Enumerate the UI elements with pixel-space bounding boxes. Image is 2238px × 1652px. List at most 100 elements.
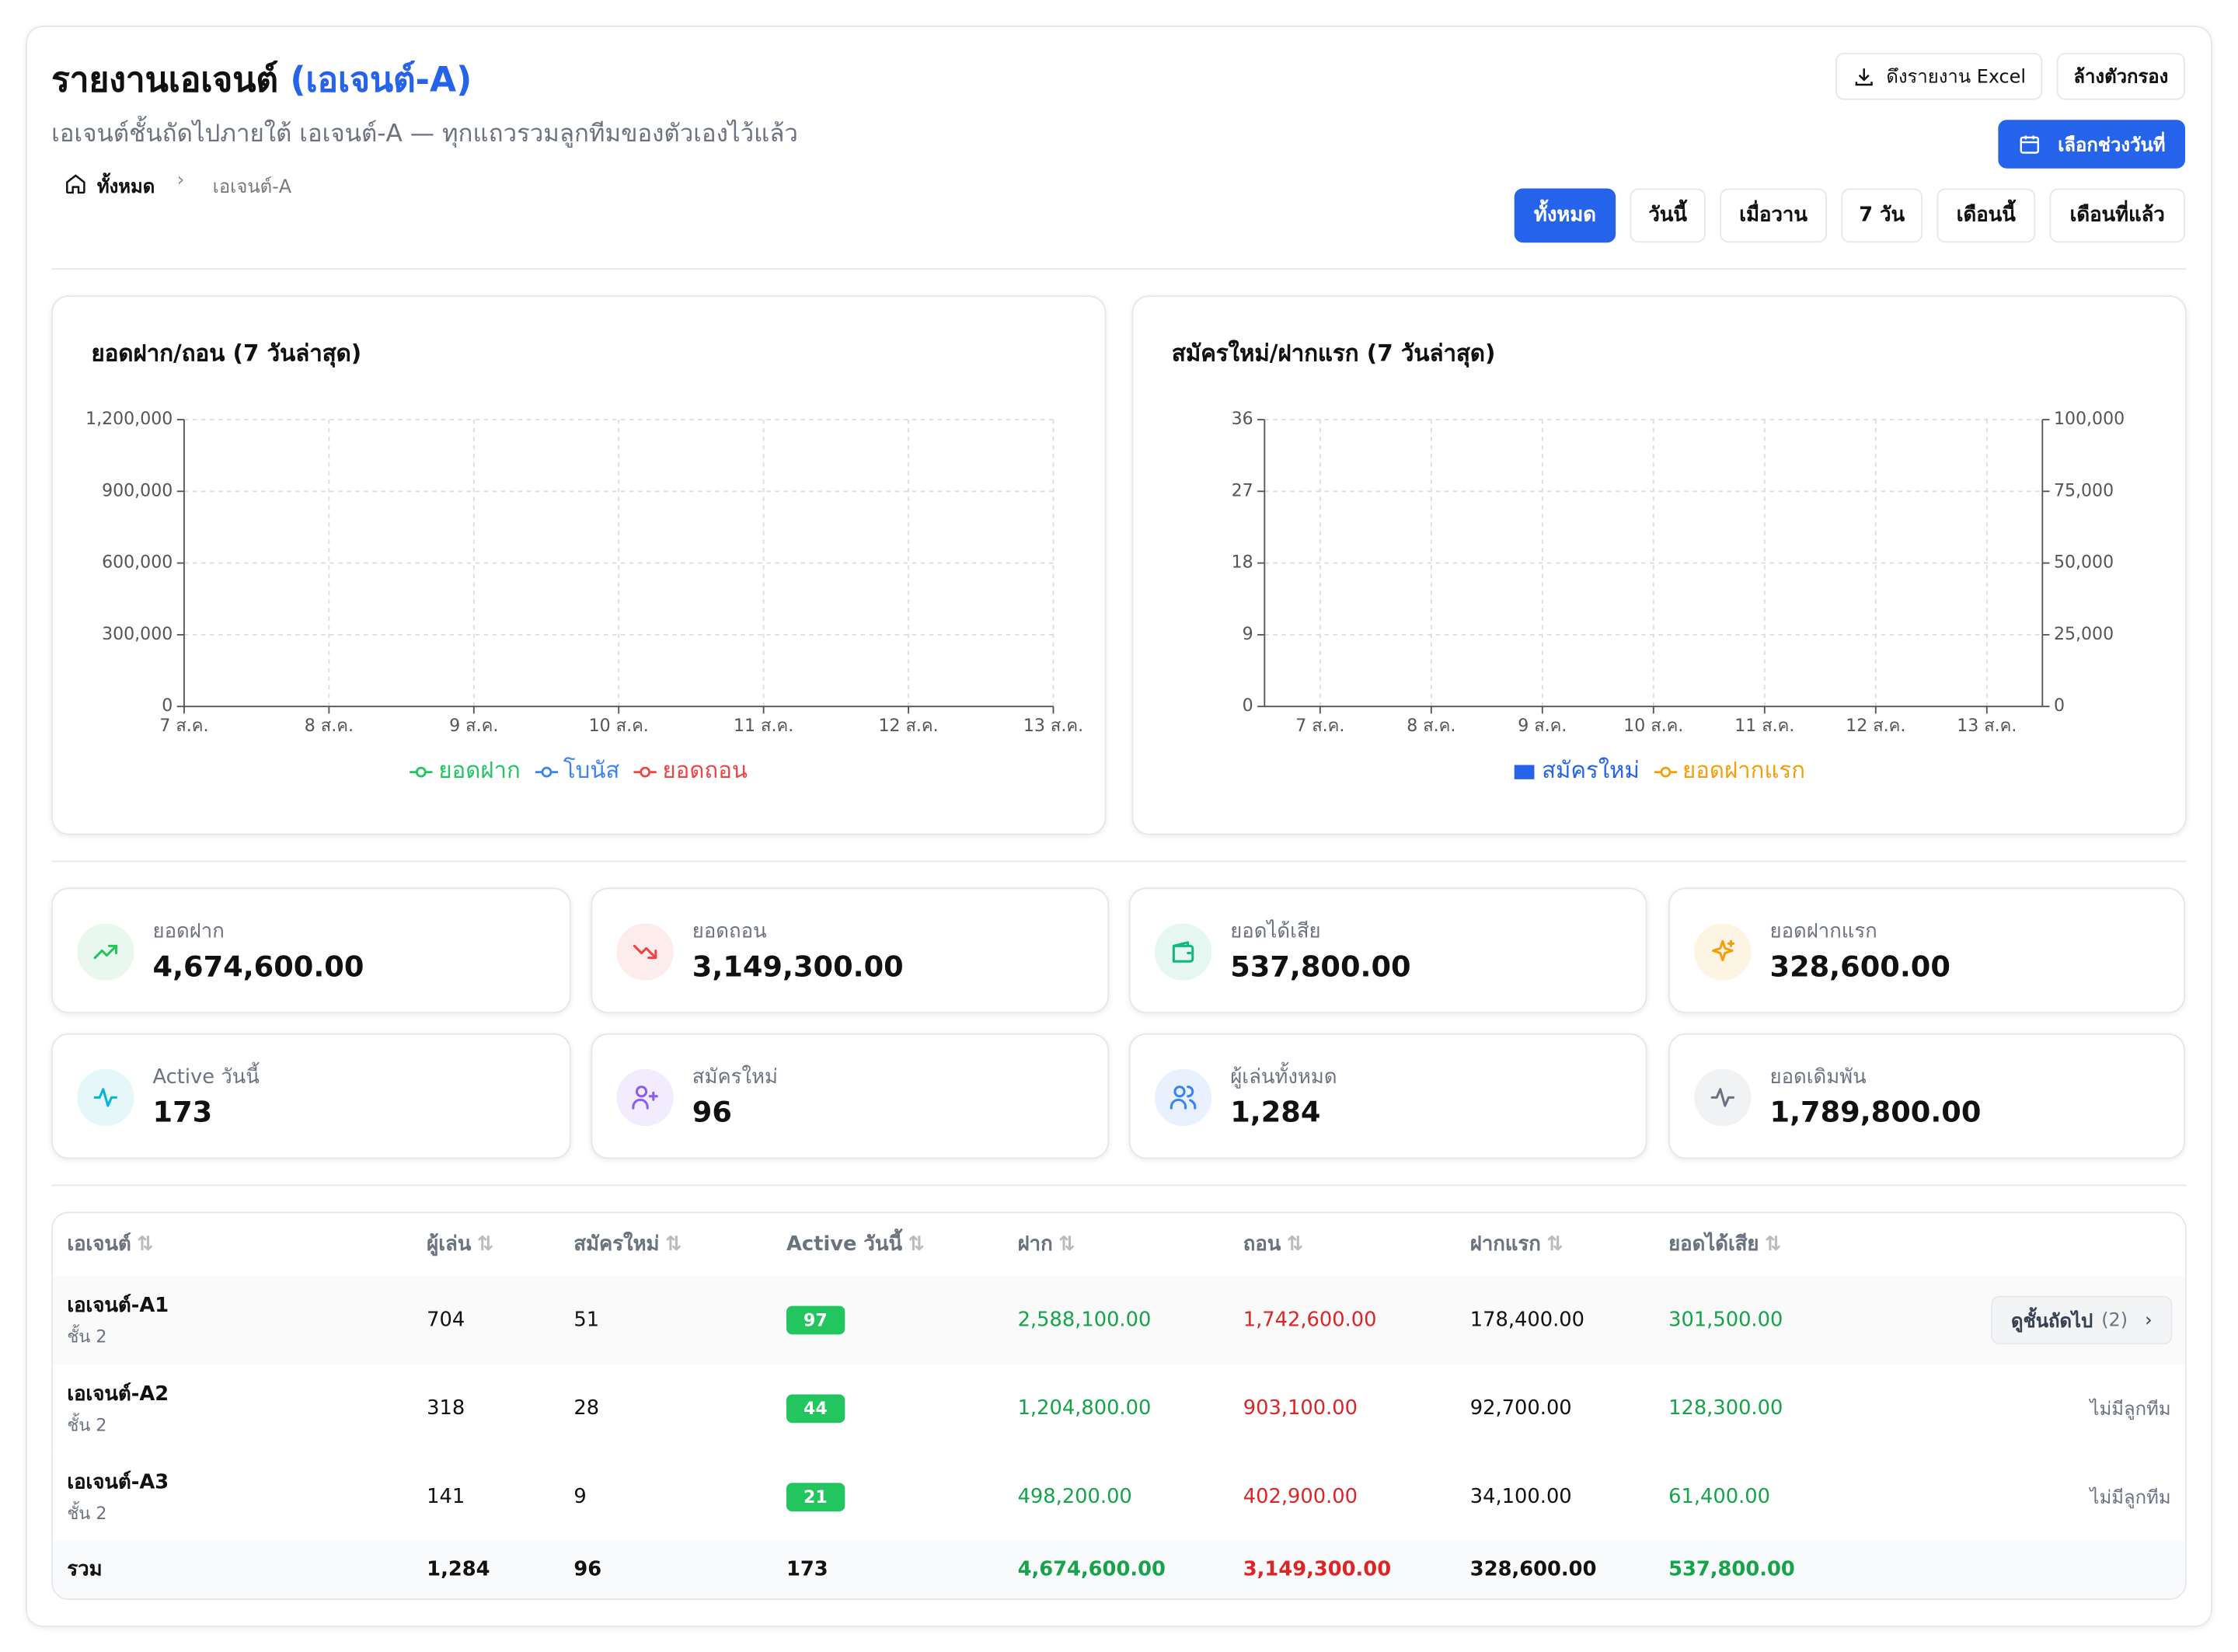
stat-value: 96 (692, 1094, 732, 1129)
column-header[interactable]: Active วันนี้ ⇅ (786, 1229, 925, 1260)
stat-card: ยอดฝาก 4,674,600.00 (51, 887, 571, 1014)
subtitle: เอเจนต์ชั้นถัดไปภายใต้ เอเจนต์-A — ทุกแถ… (51, 120, 798, 149)
stat-card: Active วันนี้ 173 (51, 1033, 571, 1159)
y-tick-label: 36 (1232, 410, 1253, 429)
filter-button[interactable]: เมื่อวาน (1720, 188, 1827, 243)
stat-card: ผู้เล่นทั้งหมด 1,284 (1128, 1033, 1647, 1159)
total-cell: 96 (573, 1558, 602, 1582)
cell: 178,400.00 (1469, 1309, 1585, 1332)
icon-bg (1154, 1068, 1212, 1127)
cell: 34,100.00 (1469, 1486, 1572, 1509)
cell: 92,700.00 (1469, 1397, 1572, 1420)
cell: 704 (427, 1309, 465, 1332)
stat-value: 1,284 (1230, 1094, 1321, 1129)
legend-label: สมัครใหม่ (1542, 756, 1640, 784)
chart-card: ยอดฝาก/ถอน (7 วันล่าสุด) 0 300,000 600,000 9… (51, 295, 1107, 835)
legend-marker (633, 765, 657, 777)
divider (51, 1184, 2187, 1187)
cell: 51 (573, 1309, 600, 1332)
icon-glyph (93, 1088, 118, 1107)
total-cell: 1,284 (427, 1558, 490, 1582)
icon-glyph (1712, 939, 1735, 962)
column-label: ถอน (1243, 1232, 1281, 1256)
column-label: ผู้เล่น (427, 1232, 472, 1256)
filter-button[interactable]: 7 วัน (1841, 188, 1923, 243)
column-label: ฝากแรก (1469, 1232, 1541, 1256)
legend-item: สมัครใหม่ (1513, 754, 1640, 789)
stat-label: ยอดเดิมพัน (1769, 1066, 1867, 1089)
table-row (52, 1452, 2185, 1543)
stat-label: ยอดได้เสีย (1230, 920, 1321, 944)
drilldown-label: ดูชั้นถัดไป (2010, 1311, 2093, 1333)
clear-button[interactable]: ล้างตัวกรอง (2056, 52, 2185, 100)
drilldown-button[interactable]: ดูชั้นถัดไป (2) › (1991, 1295, 2173, 1345)
x-tick-label: 8 ส.ค. (1407, 716, 1455, 736)
column-label: เอเจนต์ (67, 1232, 131, 1256)
breadcrumb-link[interactable]: ทั้งหมด (96, 176, 155, 199)
legend-dot (540, 765, 552, 777)
stat-label: Active วันนี้ (152, 1066, 260, 1089)
date-button[interactable]: เลือกช่วงวันที่ (1998, 120, 2185, 169)
cell: 903,100.00 (1243, 1397, 1358, 1420)
column-label: ยอดได้เสีย (1668, 1232, 1759, 1256)
stat-label: ผู้เล่นทั้งหมด (1230, 1066, 1337, 1089)
total-cell: 4,674,600.00 (1017, 1558, 1166, 1582)
y-tick-label: 1,200,000 (85, 410, 173, 429)
breadcrumb-sep: › (176, 169, 185, 192)
sort-icon: ⇅ (1286, 1232, 1304, 1256)
y2-tick-label: 100,000 (2054, 410, 2125, 429)
stat-icon (616, 923, 674, 981)
stat-card: ยอดฝากแรก 328,600.00 (1668, 887, 2185, 1014)
icon-glyph (633, 944, 657, 960)
stat-icon (77, 923, 134, 981)
active-badge: 44 (786, 1394, 845, 1424)
sort-icon: ⇅ (476, 1232, 494, 1256)
cell: 301,500.00 (1668, 1309, 1783, 1332)
export-button[interactable]: ดึงรายงาน Excel (1835, 52, 2043, 100)
divider (51, 268, 2187, 270)
icon-bg (1154, 923, 1212, 981)
legend-label: ยอดฝากแรก (1682, 756, 1805, 784)
column-header[interactable]: เอเจนต์ ⇅ (67, 1229, 153, 1260)
filter-button[interactable]: เดือนนี้ (1936, 188, 2036, 243)
x-tick-label: 13 ส.ค. (1957, 716, 2017, 736)
x-tick-label: 13 ส.ค. (1023, 716, 1083, 736)
column-header[interactable]: ผู้เล่น ⇅ (427, 1229, 493, 1260)
filter-button[interactable]: เดือนที่แล้ว (2049, 188, 2185, 243)
stat-icon (77, 1068, 134, 1127)
column-header[interactable]: ฝากแรก ⇅ (1470, 1229, 1563, 1260)
legend-label: ยอดฝาก (438, 756, 521, 784)
column-header[interactable]: ถอน ⇅ (1243, 1229, 1304, 1260)
header-row (52, 1213, 2185, 1277)
home-icon (66, 174, 85, 194)
x-tick-label: 7 ส.ค. (1295, 716, 1344, 736)
legend-marker (535, 765, 558, 777)
legend-dot (1660, 765, 1671, 777)
legend-dot (416, 765, 427, 777)
table-row (52, 1364, 2185, 1455)
y-tick-label: 300,000 (102, 625, 173, 644)
page-title: รายงานเอเจนต์ (เอเจนต์-A) (51, 51, 472, 107)
stat-icon (1694, 923, 1752, 981)
icon-glyph (1172, 941, 1194, 963)
filter-button[interactable]: ทั้งหมด (1514, 188, 1616, 243)
icon-glyph (1170, 1086, 1197, 1110)
stat-card: สมัครใหม่ 96 (591, 1033, 1110, 1159)
legend-item: ยอดฝาก (410, 754, 521, 789)
filter-button[interactable]: วันนี้ (1630, 188, 1706, 243)
download-icon (1854, 68, 1873, 85)
y-tick-label: 27 (1232, 481, 1253, 500)
legend-item: โบนัส (535, 754, 619, 789)
column-header[interactable]: ยอดได้เสีย ⇅ (1668, 1229, 1781, 1260)
y2-tick-label: 25,000 (2054, 625, 2114, 644)
column-header[interactable]: สมัครใหม่ ⇅ (573, 1229, 682, 1260)
y2-tick-label: 75,000 (2054, 481, 2114, 500)
stat-value: 328,600.00 (1769, 949, 1950, 984)
stat-icon (1694, 1068, 1752, 1127)
legend: สมัครใหม่ ยอดฝากแรก (1133, 754, 2185, 789)
cell: 1,204,800.00 (1017, 1397, 1152, 1420)
y-tick-label: 0 (1243, 696, 1253, 716)
date-label: เลือกช่วงวันที่ (2058, 134, 2166, 157)
column-header[interactable]: ฝาก ⇅ (1018, 1229, 1075, 1260)
total-cell: 328,600.00 (1469, 1558, 1597, 1582)
